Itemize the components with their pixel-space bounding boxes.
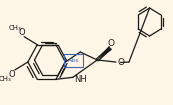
- Text: O: O: [9, 70, 15, 79]
- Text: CH₃: CH₃: [8, 25, 21, 31]
- Polygon shape: [97, 46, 112, 60]
- Text: Abs: Abs: [68, 58, 80, 63]
- Text: O: O: [108, 39, 115, 47]
- Text: NH: NH: [74, 75, 87, 84]
- Text: CH₃: CH₃: [0, 76, 12, 82]
- Text: O: O: [117, 58, 124, 66]
- Text: O: O: [18, 28, 25, 37]
